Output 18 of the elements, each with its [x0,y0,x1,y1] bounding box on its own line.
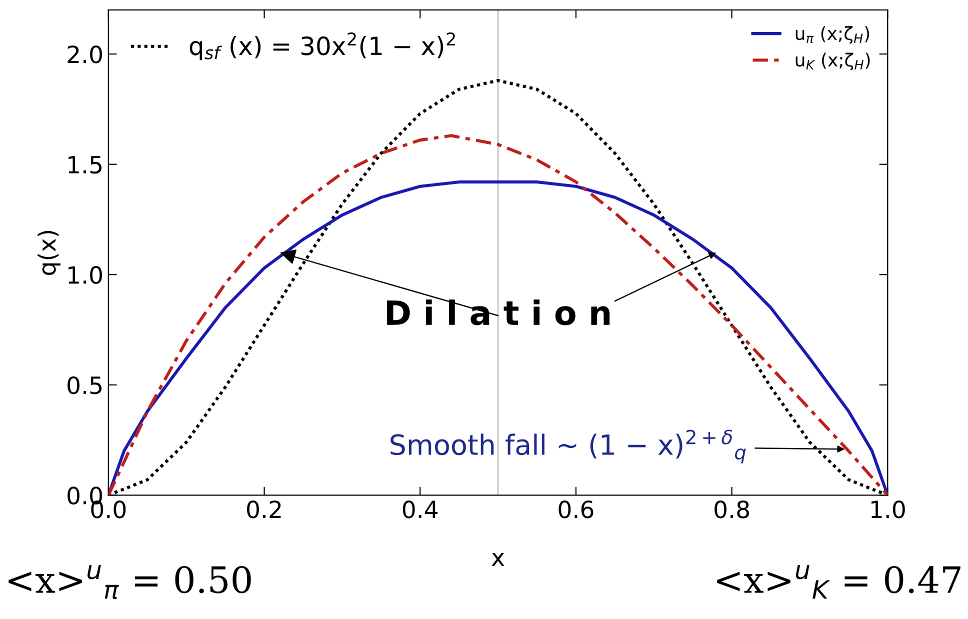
y-axis-title: q(x) [38,230,60,275]
x-tick-label: 1.0 [871,500,905,518]
x-tick-label: 0.6 [558,500,594,518]
y-tick-label: 1.5 [68,156,102,174]
x-tick-label: 0.8 [714,500,749,518]
legend-label: u$_{K}$ (x;ζ$_{H}$) [796,52,870,70]
legend-label: u$_{π}$ (x;ζ$_{H}$) [796,26,870,44]
y-tick-label: 0.5 [68,376,102,394]
x-tick-label: 0.2 [247,500,281,518]
x-tick-label: 0.4 [402,500,438,518]
annotation: D i l a t i o n [386,300,610,326]
y-tick-label: 2.0 [68,45,102,64]
text: <x>$^{u}$$_{K}$ = 0.47 [717,565,960,599]
legend-label: q$_{sf}$ (x) = 30x$^{2}$(1 − x)$^{2}$ [190,32,455,60]
text: <x>$^{u}$$_{π}$ = 0.50 [8,565,251,600]
x-axis-title: x [492,552,504,566]
y-tick-label: 1.0 [68,266,102,284]
annotation: Smooth fall ∼ (1 − x)$^{2+δ}$$_{q}$ [390,430,746,464]
